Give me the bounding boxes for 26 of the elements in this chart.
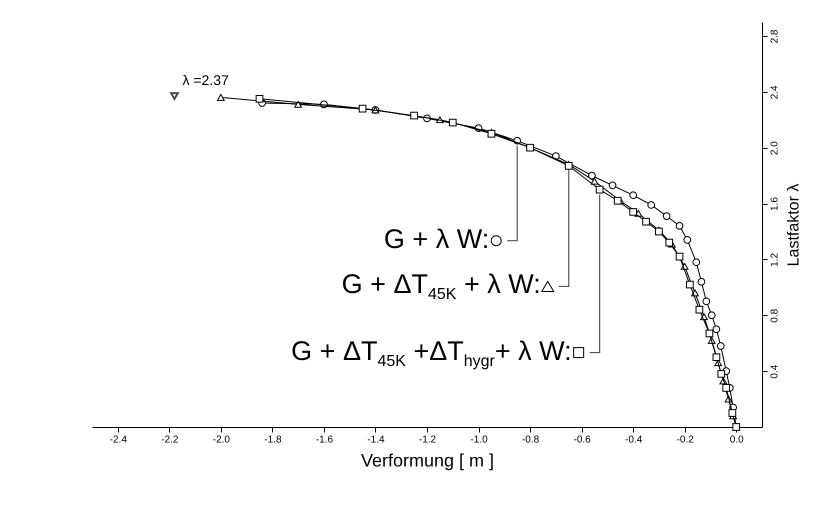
y-tick-label: 2.4: [770, 84, 780, 100]
y-tick-label: 0.4: [770, 364, 780, 379]
x-tick-label: -1.0: [470, 434, 488, 446]
y-tick-label: 1.6: [770, 196, 780, 212]
x-tick-label: -1.8: [264, 434, 282, 446]
x-tick-label: -1.4: [367, 434, 386, 446]
x-tick-label: -0.4: [625, 434, 643, 446]
y-tick-label: 1.2: [770, 252, 780, 267]
x-tick-label: -2.2: [161, 434, 179, 446]
legend-label: G + ΔT$_{45K}$ +ΔT$_{hygr}$+ λ W:: [291, 336, 572, 370]
x-tick-label: -0.2: [676, 434, 694, 446]
x-tick-label: 0.0: [730, 434, 744, 446]
x-tick-label: -0.8: [522, 434, 540, 446]
x-tick-label: -1.6: [316, 434, 334, 446]
y-axis-title: Lastfaktor λ: [786, 184, 802, 266]
x-axis-title: Verformung [ m ]: [360, 450, 494, 470]
annotation: λ =2.37: [182, 72, 229, 88]
x-tick-label: -1.2: [418, 434, 437, 446]
x-tick-label: -2.4: [110, 434, 128, 446]
legend-label: G + ΔT$_{45K}$ + λ W:: [342, 269, 541, 304]
x-tick-label: -0.6: [574, 434, 592, 446]
y-tick-label: 2.0: [770, 140, 780, 156]
legend-label: G + λ W:: [384, 224, 490, 254]
y-tick-label: 2.8: [770, 29, 780, 44]
y-tick-label: 0.8: [770, 308, 780, 323]
x-tick-label: -2.0: [212, 434, 230, 446]
